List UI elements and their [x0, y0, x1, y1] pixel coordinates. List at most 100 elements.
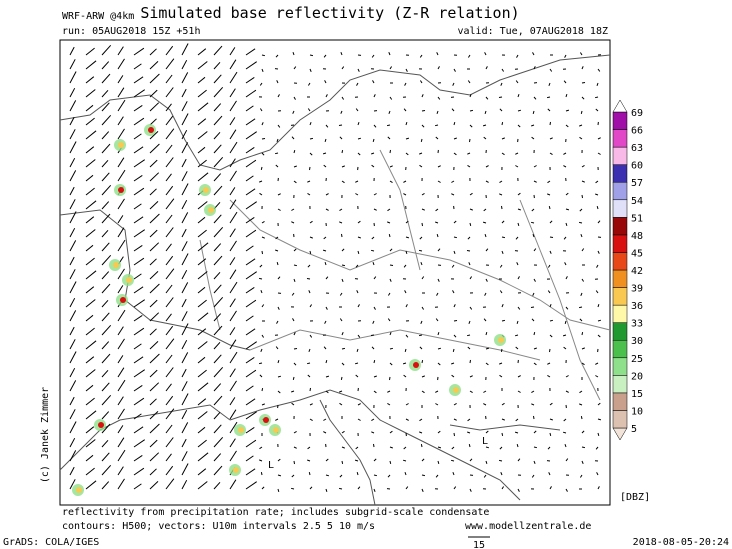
wind-vector — [517, 488, 520, 492]
wind-vector — [581, 331, 584, 336]
wind-vector — [101, 423, 111, 434]
wind-vector — [533, 96, 537, 100]
wind-vector — [229, 211, 238, 224]
wind-vector — [213, 255, 223, 266]
wind-vectors — [69, 43, 602, 493]
wind-vector — [261, 304, 265, 308]
wind-vector — [245, 89, 257, 98]
wind-vector — [341, 264, 346, 267]
precip-core — [203, 187, 209, 193]
wind-vector — [387, 402, 391, 406]
wind-vector — [485, 180, 489, 183]
wind-vector — [323, 418, 327, 421]
wind-vector — [389, 96, 393, 100]
wind-vector — [565, 192, 569, 196]
wind-vector — [245, 385, 254, 392]
wind-vector — [277, 488, 280, 493]
wind-vector — [69, 141, 77, 154]
wind-vector — [149, 299, 158, 308]
wind-vector — [581, 430, 585, 434]
wind-vector — [291, 390, 295, 393]
wind-vector — [323, 164, 327, 168]
wind-vector — [85, 244, 94, 252]
wind-vector — [245, 341, 257, 350]
wind-vector — [229, 380, 237, 392]
wind-vector — [485, 362, 489, 366]
wind-vector — [467, 431, 471, 434]
wind-vector — [356, 348, 359, 352]
wind-vector — [579, 390, 583, 394]
wind-vector — [469, 359, 471, 364]
precip-core — [76, 487, 82, 493]
wind-vector — [355, 108, 359, 112]
wind-vector — [435, 208, 439, 212]
contours-note: contours: H500; vectors: U10m intervals … — [62, 521, 375, 532]
wind-vector — [435, 390, 439, 393]
wind-vector — [452, 82, 455, 86]
wind-vector — [373, 306, 376, 310]
wind-vector — [165, 214, 173, 224]
wind-vector — [101, 283, 111, 294]
precip-core — [233, 467, 239, 473]
wind-vector — [165, 367, 174, 378]
wind-vector — [259, 82, 263, 86]
wind-vector — [357, 486, 361, 490]
wind-vector — [149, 271, 159, 280]
colorbar-tick-label: 39 — [631, 284, 643, 295]
wind-vector — [405, 220, 409, 224]
wind-vector — [341, 180, 345, 184]
wind-vector — [101, 394, 112, 406]
wind-vector — [467, 80, 471, 84]
wind-vector — [259, 192, 263, 196]
precip-core — [126, 277, 132, 283]
wind-vector — [468, 262, 471, 266]
wind-vector — [69, 157, 76, 168]
wind-vector — [69, 310, 77, 322]
wind-vector — [547, 374, 551, 378]
wind-vector — [291, 221, 295, 224]
wind-vector — [197, 172, 209, 182]
wind-vector — [101, 44, 112, 56]
wind-vector — [453, 121, 456, 126]
wind-vector — [101, 254, 112, 266]
wind-vector — [229, 479, 237, 490]
wind-vector — [533, 347, 537, 350]
wind-vector — [117, 227, 125, 238]
wind-vector — [453, 220, 457, 224]
colorbar-tick-label: 33 — [631, 319, 643, 330]
wind-vector — [533, 248, 537, 252]
wind-vector — [485, 165, 489, 168]
wind-vector — [181, 393, 189, 406]
wind-vector — [149, 369, 158, 378]
wind-vector — [402, 362, 407, 365]
wind-vector — [501, 137, 505, 140]
wind-vector — [389, 332, 392, 336]
wind-vector — [485, 248, 489, 252]
wind-vector — [245, 356, 255, 364]
wind-vector — [515, 80, 519, 84]
wind-vector — [259, 264, 263, 268]
wind-vector — [85, 200, 97, 210]
wind-vector — [229, 397, 236, 406]
wind-vector — [101, 324, 112, 336]
wind-vector — [181, 113, 189, 126]
wind-vector — [276, 261, 279, 266]
wind-vector — [309, 486, 313, 490]
wind-vector — [355, 264, 359, 268]
wind-vector — [245, 76, 255, 84]
wind-vector — [133, 159, 145, 168]
wind-vector — [309, 68, 312, 72]
wind-vector — [133, 467, 145, 476]
wind-vector — [69, 71, 77, 84]
wind-vector — [69, 186, 75, 196]
wind-vector — [149, 423, 160, 434]
wind-vector — [149, 143, 160, 154]
colorbar-cell — [612, 181, 628, 201]
wind-vector — [309, 304, 313, 308]
run: run: 05AUG2018 15Z +51h — [62, 26, 200, 37]
colorbar-tick-label: 60 — [631, 161, 643, 172]
wind-vector — [549, 402, 553, 406]
wind-vector — [276, 138, 279, 142]
wind-vector — [421, 110, 426, 112]
wind-vector — [325, 458, 329, 462]
